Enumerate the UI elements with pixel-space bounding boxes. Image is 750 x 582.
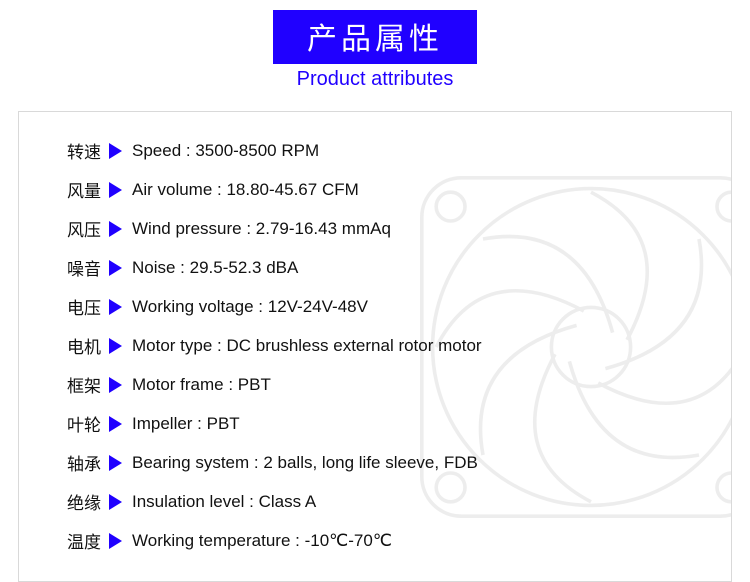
attribute-value: Motor type : DC brushless external rotor…: [132, 336, 482, 356]
attribute-cn-label: 电压: [67, 294, 109, 319]
triangle-bullet-icon: [109, 416, 122, 432]
attribute-row: 叶轮 Impeller : PBT: [67, 411, 701, 436]
triangle-bullet-icon: [109, 377, 122, 393]
attribute-cn-label: 电机: [67, 333, 109, 358]
attribute-row: 电机 Motor type : DC brushless external rot…: [67, 333, 701, 358]
attributes-panel: 转速 Speed : 3500-8500 RPM 风量 Air volume : 18…: [18, 111, 732, 582]
attribute-cn-label: 噪音: [67, 255, 109, 280]
attribute-value: Speed : 3500-8500 RPM: [132, 141, 319, 161]
triangle-bullet-icon: [109, 221, 122, 237]
triangle-bullet-icon: [109, 299, 122, 315]
attribute-row: 绝缘 Insulation level : Class A: [67, 489, 701, 514]
triangle-bullet-icon: [109, 338, 122, 354]
attribute-cn-label: 绝缘: [67, 489, 109, 514]
triangle-bullet-icon: [109, 494, 122, 510]
attribute-cn-label: 框架: [67, 372, 109, 397]
triangle-bullet-icon: [109, 260, 122, 276]
attribute-row: 风压 Wind pressure : 2.79-16.43 mmAq: [67, 216, 701, 241]
attribute-value: Air volume : 18.80-45.67 CFM: [132, 180, 359, 200]
attribute-value: Impeller : PBT: [132, 414, 240, 434]
triangle-bullet-icon: [109, 182, 122, 198]
attribute-row: 转速 Speed : 3500-8500 RPM: [67, 138, 701, 163]
attribute-value: Motor frame : PBT: [132, 375, 271, 395]
attribute-value: Noise : 29.5-52.3 dBA: [132, 258, 298, 278]
attribute-cn-label: 轴承: [67, 450, 109, 475]
attribute-cn-label: 叶轮: [67, 411, 109, 436]
attribute-value: Working voltage : 12V-24V-48V: [132, 297, 368, 317]
subtitle: Product attributes: [0, 68, 750, 91]
triangle-bullet-icon: [109, 143, 122, 159]
attribute-row: 电压 Working voltage : 12V-24V-48V: [67, 294, 701, 319]
attribute-value: Insulation level : Class A: [132, 492, 316, 512]
attribute-cn-label: 转速: [67, 138, 109, 163]
attribute-value: Bearing system : 2 balls, long life slee…: [132, 453, 478, 473]
triangle-bullet-icon: [109, 455, 122, 471]
attribute-list: 转速 Speed : 3500-8500 RPM 风量 Air volume : 18…: [67, 138, 701, 553]
attribute-cn-label: 风压: [67, 216, 109, 241]
attribute-row: 轴承 Bearing system : 2 balls, long life sl…: [67, 450, 701, 475]
attribute-value: Wind pressure : 2.79-16.43 mmAq: [132, 219, 391, 239]
attribute-row: 噪音 Noise : 29.5-52.3 dBA: [67, 255, 701, 280]
attribute-row: 风量 Air volume : 18.80-45.67 CFM: [67, 177, 701, 202]
title-badge: 产品属性: [273, 10, 477, 64]
header: 产品属性 Product attributes: [0, 0, 750, 91]
attribute-row: 框架 Motor frame : PBT: [67, 372, 701, 397]
attribute-cn-label: 风量: [67, 177, 109, 202]
